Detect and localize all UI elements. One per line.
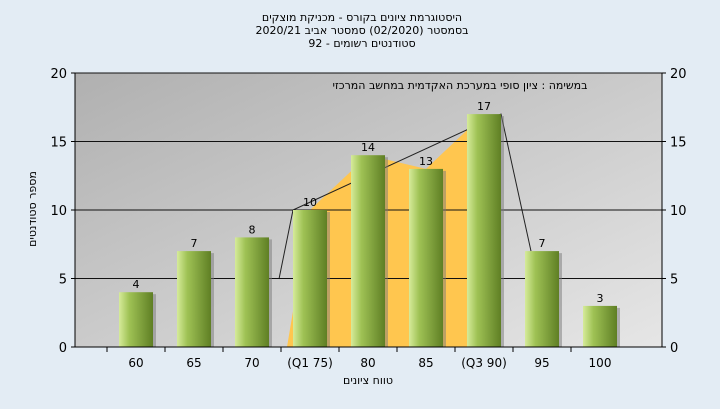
bar bbox=[409, 168, 443, 347]
x-tick-label: (Q1 75) bbox=[287, 356, 333, 370]
x-tick-label: 95 bbox=[534, 356, 549, 370]
chart-title: היסטוגרמת ציונים בקורס - מכניקת מוצקים ב… bbox=[255, 11, 468, 50]
x-tick-labels: 60 65 70 (Q1 75) 80 85 (Q3 90) 95 100 bbox=[128, 356, 611, 370]
value-label: 14 bbox=[361, 141, 375, 154]
title-line-3: סטודנטים רשומים - 92 bbox=[308, 37, 415, 50]
title-line-1: היסטוגרמת ציונים בקורס - מכניקת מוצקים bbox=[262, 11, 462, 24]
y-tick-label-right: 10 bbox=[670, 204, 687, 219]
value-labels: 4 7 8 10 14 13 17 7 3 bbox=[133, 100, 604, 305]
value-label: 4 bbox=[133, 278, 140, 291]
y-tick-label-right: 5 bbox=[670, 273, 678, 288]
bar bbox=[351, 155, 385, 347]
value-label: 7 bbox=[191, 237, 198, 250]
x-tick-label: 60 bbox=[128, 356, 143, 370]
value-label: 3 bbox=[597, 292, 604, 305]
bars bbox=[119, 114, 620, 347]
title-line-2: בסמסטר (02/2020) סמסטר אביב 2020/21 bbox=[255, 24, 468, 37]
iqr-outline bbox=[278, 113, 532, 280]
bar bbox=[235, 237, 269, 347]
y-tick-label-right: 15 bbox=[670, 136, 687, 151]
y-tick-label: 0 bbox=[59, 341, 67, 356]
x-tick-label: 65 bbox=[186, 356, 201, 370]
y-axis-label: מספר סטודנטים bbox=[26, 171, 39, 247]
chart-annotation: במשימה : ציון סופי במערכת האקדמית במחשב … bbox=[333, 79, 588, 92]
x-axis-label: טווח ציונים bbox=[343, 374, 393, 387]
iqr-band bbox=[287, 114, 501, 347]
x-tick-label: 70 bbox=[244, 356, 259, 370]
value-label: 10 bbox=[303, 196, 317, 209]
x-tick-label: 80 bbox=[360, 356, 375, 370]
value-label: 8 bbox=[249, 223, 256, 236]
y-tick-label: 20 bbox=[50, 67, 67, 82]
y-tick-label: 5 bbox=[59, 273, 67, 288]
bar bbox=[119, 292, 153, 347]
bar bbox=[525, 251, 559, 347]
value-label: 13 bbox=[419, 155, 433, 168]
axes bbox=[71, 72, 666, 352]
bar bbox=[177, 251, 211, 347]
x-tick-label: 100 bbox=[589, 356, 612, 370]
bar bbox=[293, 210, 327, 347]
y-tick-label: 10 bbox=[50, 204, 67, 219]
x-tick-label: 85 bbox=[418, 356, 433, 370]
y-tick-labels: 0 0 5 5 10 10 15 15 20 20 bbox=[50, 67, 686, 356]
y-tick-label-right: 20 bbox=[670, 67, 687, 82]
value-label: 7 bbox=[539, 237, 546, 250]
x-tick-label: (Q3 90) bbox=[461, 356, 507, 370]
y-tick-label: 15 bbox=[50, 136, 67, 151]
bar bbox=[467, 114, 501, 347]
value-label: 17 bbox=[477, 100, 491, 113]
y-tick-label-right: 0 bbox=[670, 341, 678, 356]
bar bbox=[583, 305, 617, 347]
